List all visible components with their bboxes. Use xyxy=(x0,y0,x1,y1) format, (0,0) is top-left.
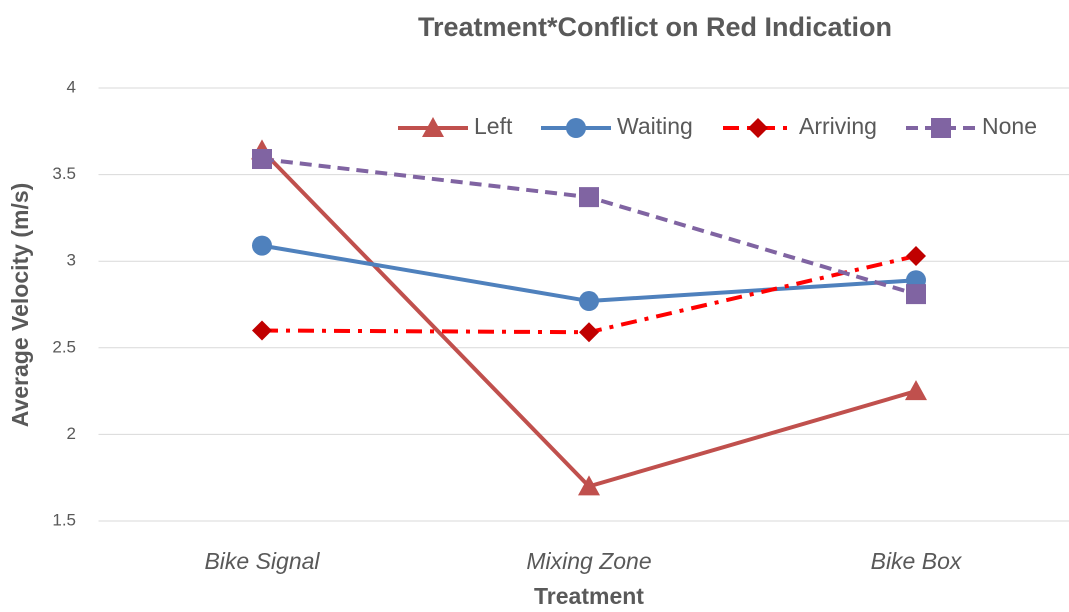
y-tick-label: 2.5 xyxy=(52,337,76,356)
legend-marker xyxy=(566,118,586,138)
y-tick-label: 4 xyxy=(67,77,76,96)
series-line xyxy=(261,157,917,297)
legend-label: None xyxy=(982,113,1037,139)
legend-label: Waiting xyxy=(617,113,693,139)
marker xyxy=(578,475,600,496)
marker xyxy=(579,291,599,312)
marker xyxy=(906,246,926,267)
marker xyxy=(579,322,599,343)
marker xyxy=(906,284,926,305)
y-tick-label: 2 xyxy=(67,424,76,443)
legend-label: Left xyxy=(474,113,513,139)
legend-label: Arriving xyxy=(799,113,877,139)
y-axis-label: Average Velocity (m/s) xyxy=(7,183,33,428)
legend-marker xyxy=(422,117,444,137)
legend-marker xyxy=(931,118,951,138)
x-tick-label: Bike Box xyxy=(871,548,963,574)
marker xyxy=(252,149,272,170)
y-tick-label: 3.5 xyxy=(52,164,76,183)
x-axis-label: Treatment xyxy=(534,583,644,609)
y-tick-label: 3 xyxy=(67,251,76,270)
marker xyxy=(252,320,272,341)
x-tick-label: Bike Signal xyxy=(204,548,320,574)
chart-title: Treatment*Conflict on Red Indication xyxy=(418,12,892,42)
y-tick-label: 1.5 xyxy=(52,510,76,529)
legend-marker xyxy=(748,118,768,138)
marker xyxy=(579,187,599,208)
x-tick-label: Mixing Zone xyxy=(526,548,651,574)
marker xyxy=(252,235,272,256)
marker xyxy=(905,380,927,401)
